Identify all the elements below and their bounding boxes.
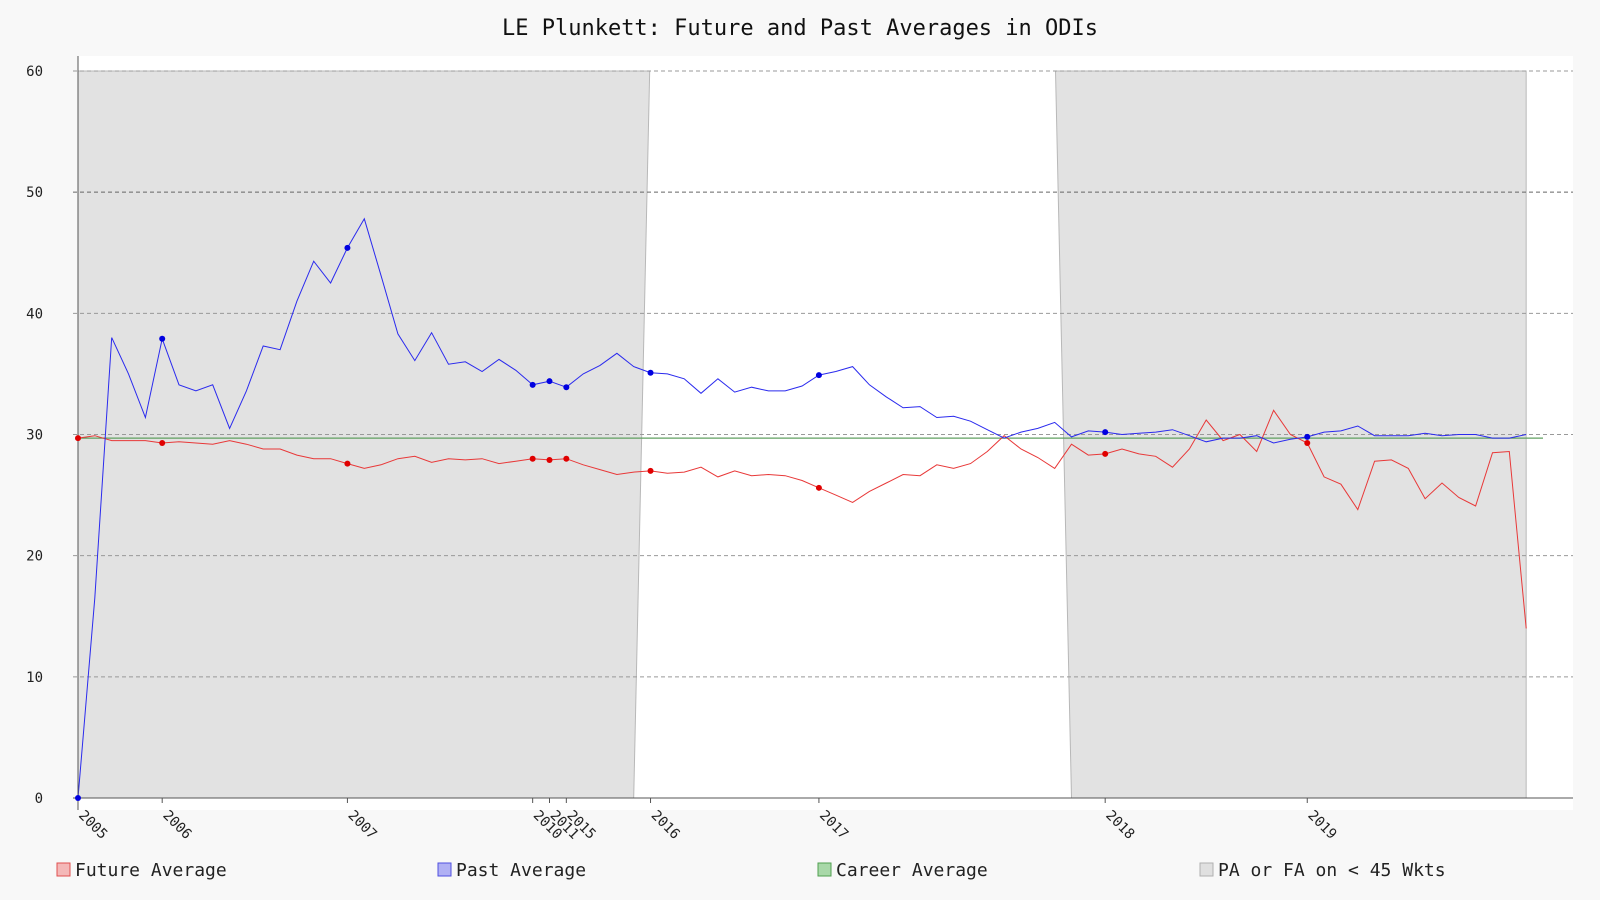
past-average-point bbox=[815, 372, 822, 379]
past-average-point bbox=[529, 381, 536, 388]
future-average-point bbox=[815, 484, 822, 491]
future-average-point bbox=[563, 455, 570, 462]
y-tick-label: 30 bbox=[26, 428, 43, 444]
future-average-point bbox=[529, 455, 536, 462]
y-tick-label: 40 bbox=[26, 306, 43, 322]
past-average-point bbox=[546, 378, 553, 385]
past-average-point bbox=[647, 369, 654, 376]
past-average-line bbox=[77, 217, 1527, 799]
legend-swatch bbox=[1199, 862, 1214, 877]
legend-label: Future Average bbox=[75, 860, 227, 881]
past-average-point bbox=[75, 795, 81, 801]
y-tick-label: 60 bbox=[26, 64, 43, 80]
chart-title: LE Plunkett: Future and Past Averages in… bbox=[502, 16, 1098, 41]
legend-swatch bbox=[817, 862, 832, 877]
future-average-point bbox=[1102, 450, 1109, 457]
past-average-point bbox=[1102, 429, 1109, 436]
legend-swatch bbox=[437, 862, 452, 877]
past-average-point bbox=[344, 244, 351, 251]
legend-label: PA or FA on < 45 Wkts bbox=[1218, 860, 1446, 881]
y-tick-label: 10 bbox=[26, 670, 43, 686]
y-tick-label: 20 bbox=[26, 549, 43, 565]
past-average-point bbox=[1304, 433, 1311, 440]
future-average-point bbox=[1304, 439, 1311, 446]
y-tick-label: 50 bbox=[26, 185, 43, 201]
future-average-point bbox=[647, 467, 654, 474]
legend-label: Past Average bbox=[456, 860, 586, 881]
future-average-point bbox=[75, 435, 81, 442]
future-average-line bbox=[77, 409, 1527, 629]
future-average-point bbox=[159, 439, 166, 446]
future-average-point bbox=[344, 460, 351, 467]
legend-label: Career Average bbox=[836, 860, 988, 881]
past-average-point bbox=[159, 335, 166, 342]
legend-swatch bbox=[56, 862, 71, 877]
y-tick-label: 0 bbox=[35, 791, 43, 807]
future-average-point bbox=[546, 456, 553, 463]
past-average-point bbox=[563, 384, 570, 391]
